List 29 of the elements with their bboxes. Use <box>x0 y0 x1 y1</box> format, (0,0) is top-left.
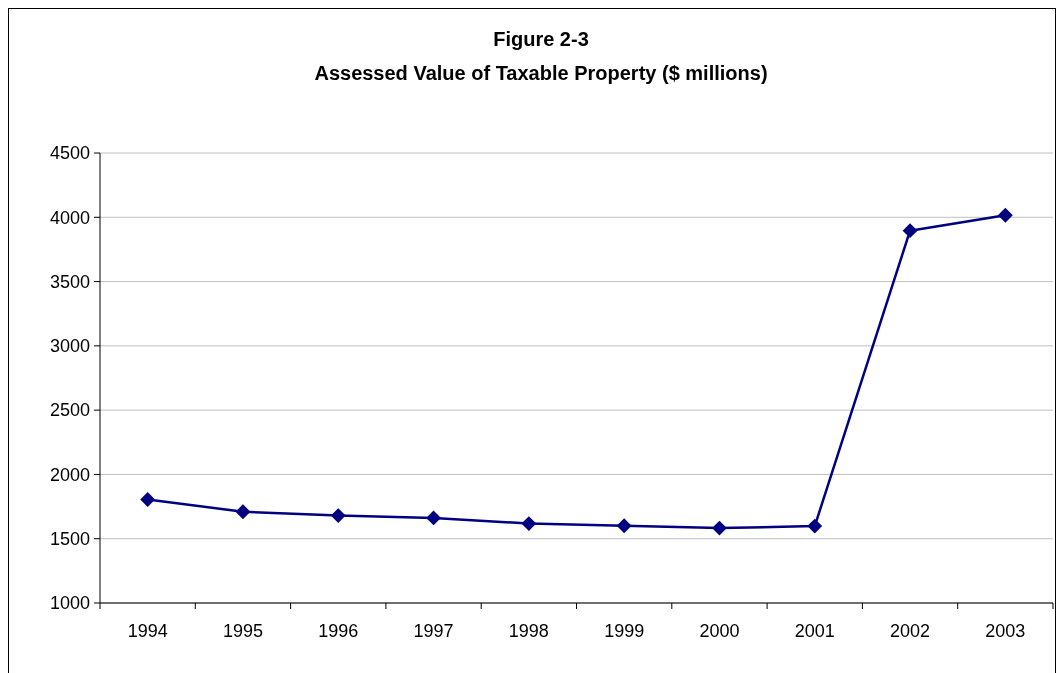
x-tick-label: 1996 <box>318 621 359 641</box>
point <box>807 518 823 534</box>
x-tick-label: 2001 <box>794 621 835 641</box>
x-tick-label: 1999 <box>604 621 645 641</box>
y-tick-label: 1500 <box>49 529 90 550</box>
point <box>902 223 918 239</box>
x-tick-label: 2002 <box>890 621 931 641</box>
point <box>426 510 441 526</box>
y-tick-label: 4000 <box>49 207 90 228</box>
point <box>140 492 156 507</box>
x-tick-label: 1995 <box>222 621 263 641</box>
point <box>712 520 727 536</box>
chart-title: Figure 2-3 Assessed Value of Taxable Property ($ millions) <box>314 28 768 84</box>
x-tick-label: 1997 <box>413 621 454 641</box>
y-tick-label: 1000 <box>49 593 90 614</box>
point <box>330 508 346 523</box>
point <box>997 207 1013 223</box>
y-tick-label: 2500 <box>49 400 90 421</box>
y-tick-label: 2000 <box>49 464 90 485</box>
y-tick-label: 4500 <box>49 143 90 164</box>
point <box>235 504 251 520</box>
point <box>616 518 632 534</box>
y-tick-label: 3500 <box>49 271 90 292</box>
x-tick-label: 2003 <box>985 621 1026 641</box>
x-tick-label: 1998 <box>508 621 549 641</box>
point <box>521 516 537 531</box>
x-tick-label: 2000 <box>699 621 740 641</box>
x-tick-label: 1994 <box>127 621 168 641</box>
y-tick-label: 3000 <box>49 336 90 357</box>
